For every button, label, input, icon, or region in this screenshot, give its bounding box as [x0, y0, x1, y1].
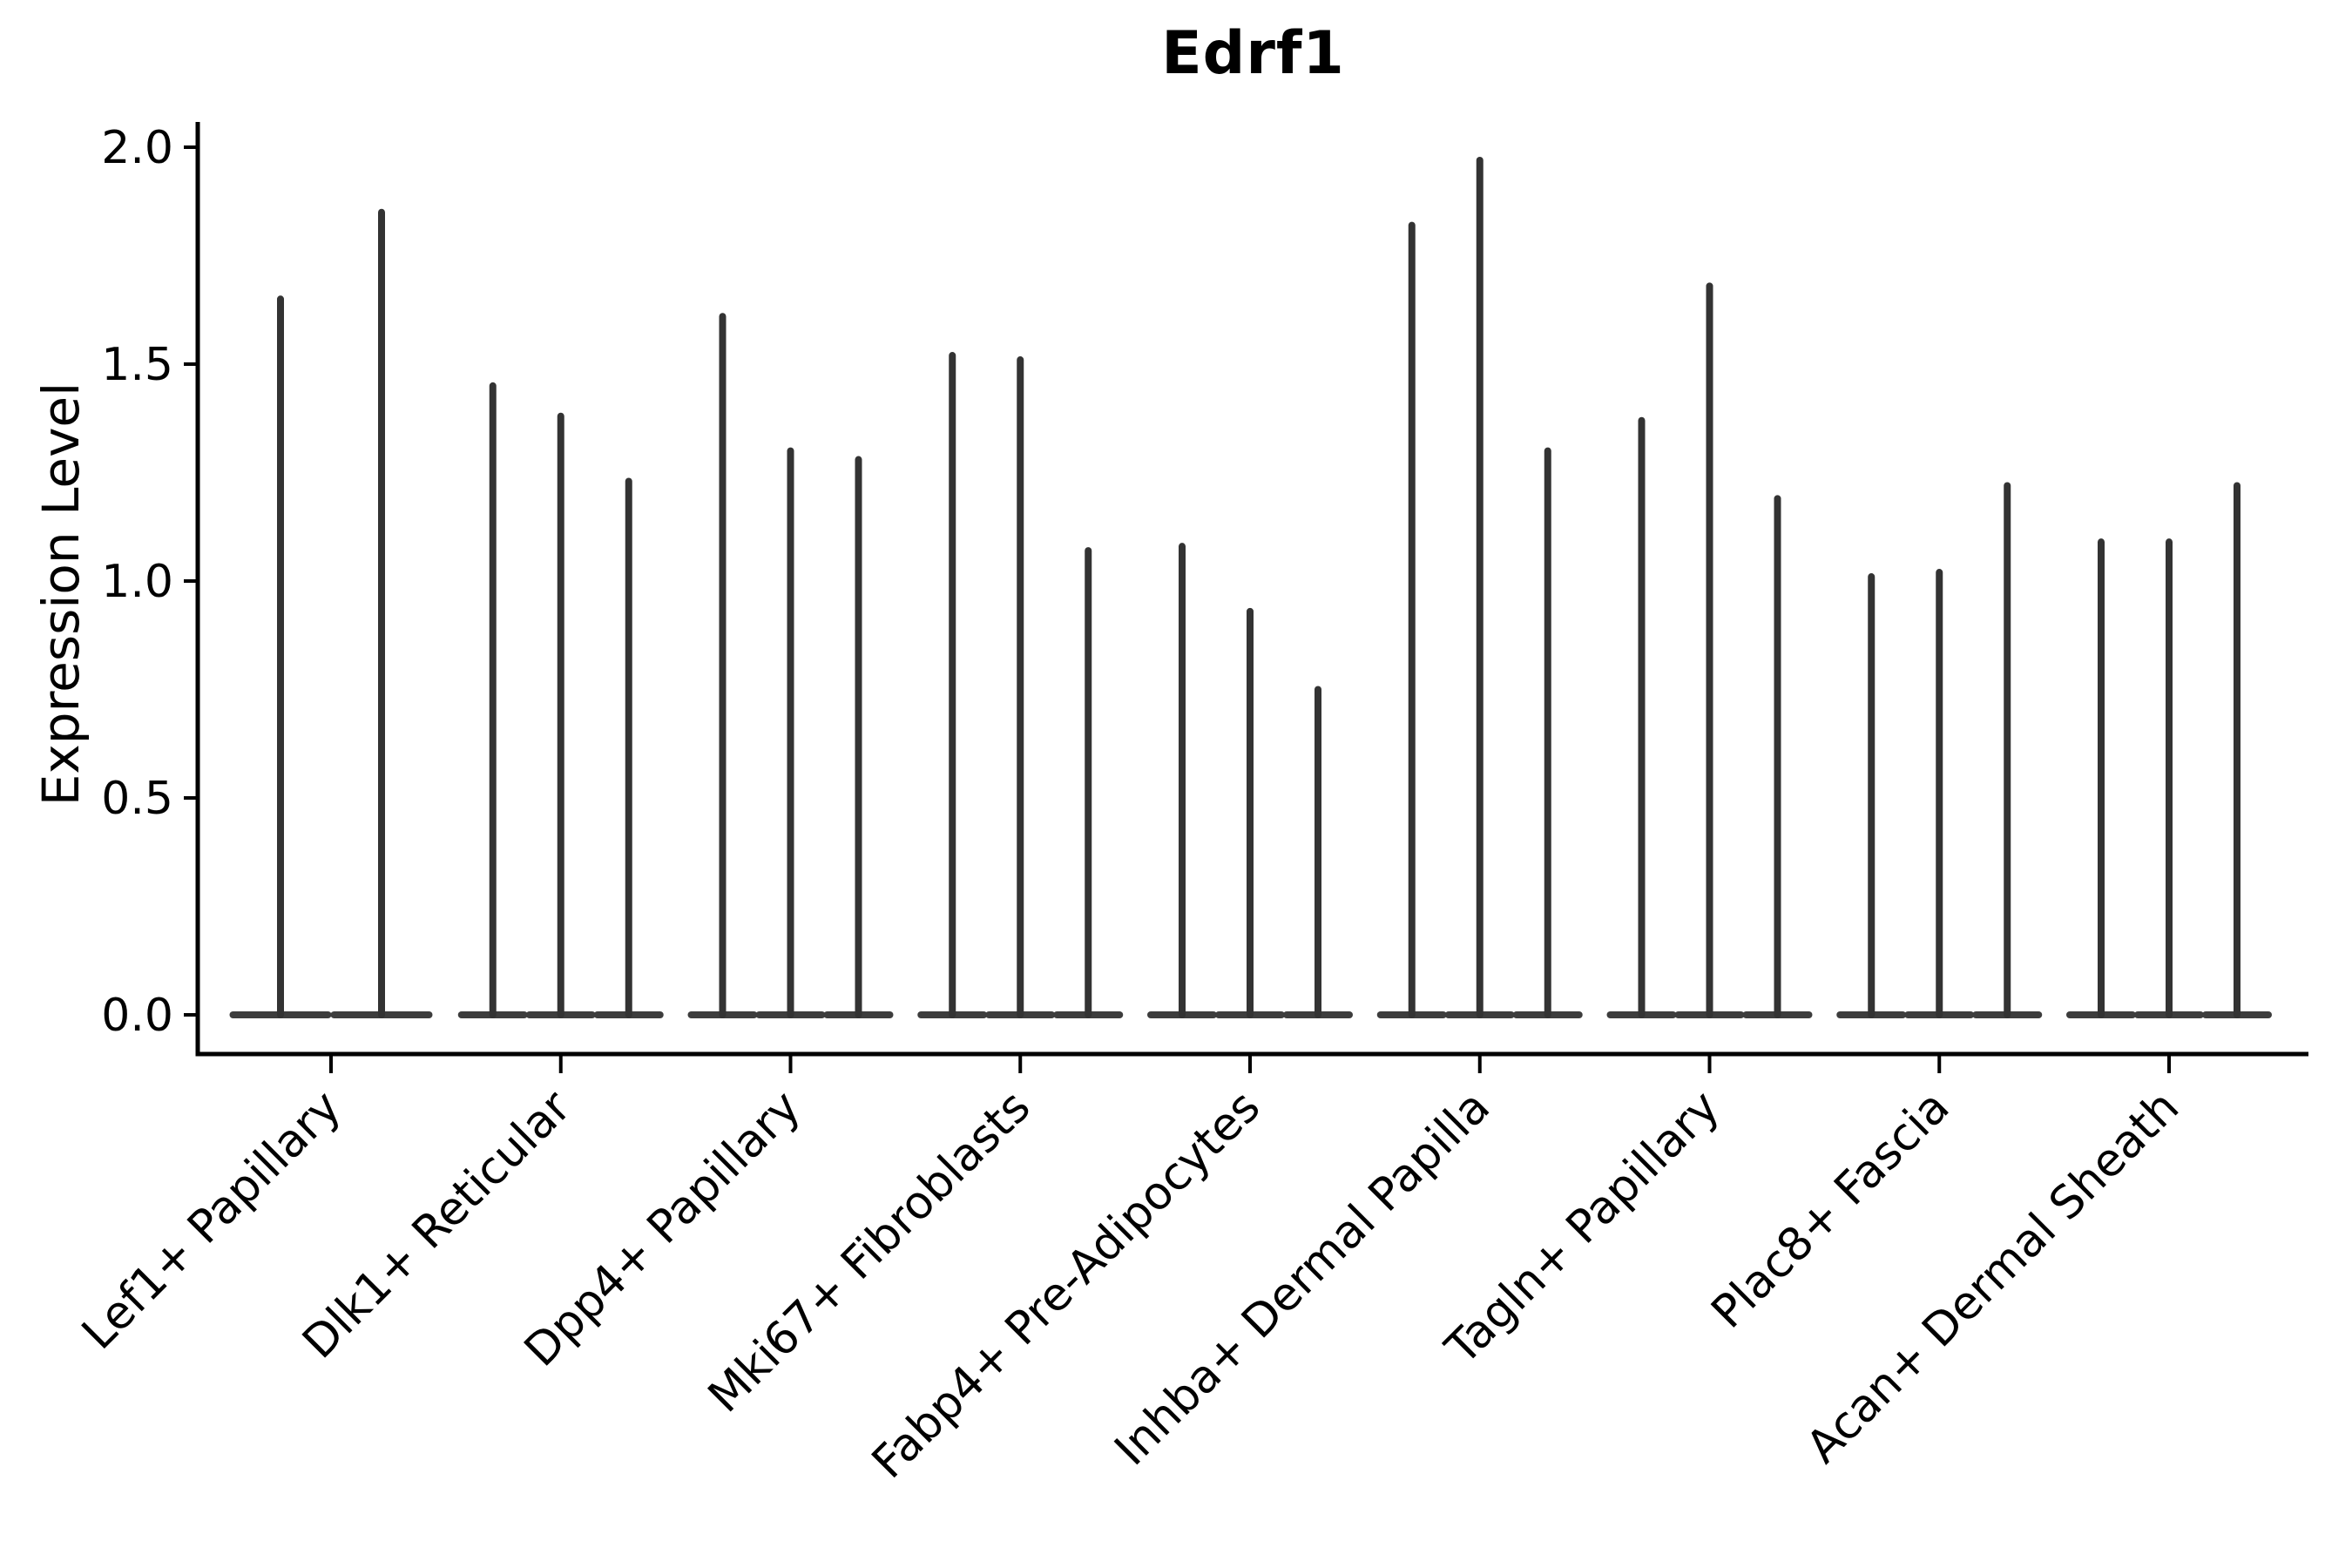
x-tick-label: Acan+ Dermal Sheath	[1797, 1081, 2190, 1474]
y-tick-label: 1.0	[101, 556, 173, 608]
y-tick-label: 1.5	[101, 339, 173, 391]
x-tick-label: Plac8+ Fascia	[1702, 1081, 1960, 1339]
x-tick-label: Fabp4+ Pre-Adipocytes	[862, 1081, 1270, 1489]
y-tick-label: 0.5	[101, 773, 173, 825]
y-tick-label: 2.0	[101, 122, 173, 174]
chart-title: Edrf1	[1161, 19, 1345, 88]
y-tick-label: 0.0	[101, 990, 173, 1042]
x-tick-label: Inhba+ Dermal Papilla	[1105, 1081, 1499, 1476]
